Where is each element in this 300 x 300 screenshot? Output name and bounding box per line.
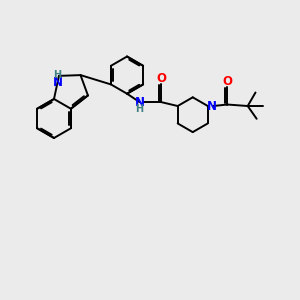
Text: H: H bbox=[136, 104, 144, 114]
Text: H: H bbox=[53, 70, 62, 80]
Text: O: O bbox=[222, 75, 232, 88]
Text: N: N bbox=[206, 100, 216, 112]
Text: N: N bbox=[135, 96, 145, 109]
Text: O: O bbox=[156, 72, 166, 85]
Text: N: N bbox=[52, 76, 62, 89]
